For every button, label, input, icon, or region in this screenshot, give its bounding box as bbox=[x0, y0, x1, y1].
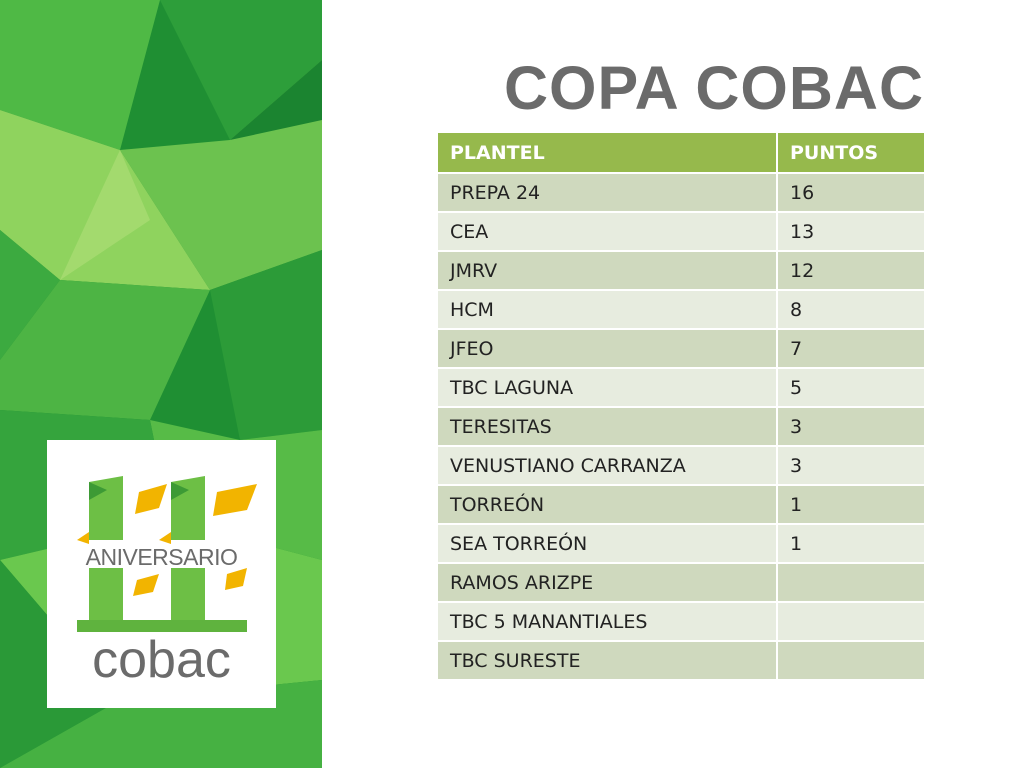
cell-plantel: CEA bbox=[436, 211, 778, 252]
table-header-row: PLANTEL PUNTOS bbox=[436, 131, 926, 174]
table-body: PREPA 24 16 CEA 13 JMRV 12 HCM 8 JFEO 7 TBC LAGUNA… bbox=[436, 172, 926, 681]
cell-plantel: HCM bbox=[436, 289, 778, 330]
cell-plantel: TBC SURESTE bbox=[436, 640, 778, 681]
cell-puntos: 13 bbox=[776, 211, 926, 252]
table-row: TERESITAS 3 bbox=[436, 406, 926, 447]
cell-puntos: 3 bbox=[776, 406, 926, 447]
table-row: VENUSTIANO CARRANZA 3 bbox=[436, 445, 926, 486]
table-row: CEA 13 bbox=[436, 211, 926, 252]
table-row: TBC 5 MANANTIALES bbox=[436, 601, 926, 642]
column-header-puntos: PUNTOS bbox=[776, 131, 926, 174]
cell-plantel: JFEO bbox=[436, 328, 778, 369]
cell-puntos: 3 bbox=[776, 445, 926, 486]
cell-puntos: 12 bbox=[776, 250, 926, 291]
cell-plantel: VENUSTIANO CARRANZA bbox=[436, 445, 778, 486]
table-row: TBC LAGUNA 5 bbox=[436, 367, 926, 408]
cell-puntos bbox=[776, 640, 926, 681]
cobac-anniversary-logo: ANIVERSARIO cobac bbox=[47, 440, 276, 708]
cell-puntos: 16 bbox=[776, 172, 926, 213]
standings-table: PLANTEL PUNTOS PREPA 24 16 CEA 13 JMRV 12 HCM 8… bbox=[436, 131, 926, 681]
cell-puntos: 8 bbox=[776, 289, 926, 330]
logo-brand-text: cobac bbox=[92, 631, 231, 689]
cell-plantel: PREPA 24 bbox=[436, 172, 778, 213]
table-row: RAMOS ARIZPE bbox=[436, 562, 926, 603]
anniversary-11-icon bbox=[77, 476, 257, 632]
cell-plantel: TERESITAS bbox=[436, 406, 778, 447]
cell-plantel: RAMOS ARIZPE bbox=[436, 562, 778, 603]
table-row: TBC SURESTE bbox=[436, 640, 926, 681]
cell-plantel: TBC 5 MANANTIALES bbox=[436, 601, 778, 642]
cell-plantel: TORREÓN bbox=[436, 484, 778, 525]
table-row: JFEO 7 bbox=[436, 328, 926, 369]
table-row: SEA TORREÓN 1 bbox=[436, 523, 926, 564]
page-title: COPA COBAC bbox=[503, 54, 924, 122]
column-header-plantel: PLANTEL bbox=[436, 131, 778, 174]
cell-puntos: 1 bbox=[776, 484, 926, 525]
cell-plantel: JMRV bbox=[436, 250, 778, 291]
logo-caption-text: ANIVERSARIO bbox=[85, 544, 238, 570]
cell-plantel: TBC LAGUNA bbox=[436, 367, 778, 408]
cell-puntos: 5 bbox=[776, 367, 926, 408]
cell-plantel: SEA TORREÓN bbox=[436, 523, 778, 564]
table-row: PREPA 24 16 bbox=[436, 172, 926, 213]
cell-puntos: 7 bbox=[776, 328, 926, 369]
table-row: HCM 8 bbox=[436, 289, 926, 330]
table-row: JMRV 12 bbox=[436, 250, 926, 291]
cell-puntos bbox=[776, 601, 926, 642]
table-row: TORREÓN 1 bbox=[436, 484, 926, 525]
cell-puntos bbox=[776, 562, 926, 603]
cell-puntos: 1 bbox=[776, 523, 926, 564]
